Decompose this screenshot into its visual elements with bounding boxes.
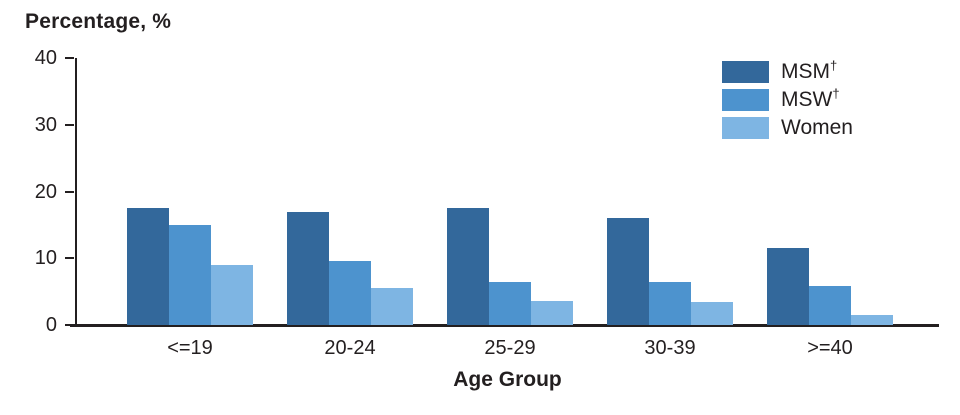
bar-msw-group5 [809,285,851,325]
bar-msw-group3 [489,281,531,325]
x-tick-label: 25-29 [484,337,536,359]
y-tick-label: 0 [45,314,57,336]
bar-msm-group2 [287,211,329,325]
y-tick-label: 10 [34,247,57,270]
y-tick-mark [65,257,74,260]
bar-msm-group5 [767,247,809,325]
y-tick-mark [65,190,74,193]
y-tick-mark [65,324,74,326]
bar-msm-group4 [607,217,649,325]
x-axis-title: Age Group [453,368,562,391]
bar-women-group2 [371,287,413,325]
legend-label-msw: MSW† [781,86,840,111]
chart-title: Percentage, % [25,10,172,33]
bar-msw-group2 [329,260,371,325]
dagger-symbol: † [832,86,840,101]
x-tick-label: >=40 [807,337,853,359]
bar-women-group3 [531,300,573,325]
bar-women-group1 [211,264,253,325]
bar-msw-group4 [649,282,691,325]
dagger-symbol: † [830,58,838,73]
bar-women-group5 [851,315,893,325]
bar-msw-group1 [169,224,211,325]
bar-msm-group1 [127,207,169,325]
bar-msm-group3 [447,207,489,325]
bar-women-group4 [691,302,733,325]
x-tick-label: <=19 [167,337,213,359]
plot-area: 0 10 20 30 40 <=19 20-24 25-29 30-39 >=40 [35,48,940,359]
y-axis-line [75,58,77,325]
legend-swatch-women [722,117,769,139]
legend-label-women: Women [781,116,853,139]
legend-row-msm: MSM† [722,58,853,83]
x-axis-line [70,324,939,327]
legend-row-women: Women [722,117,853,139]
y-tick-label: 20 [34,180,57,203]
x-tick-label: 30-39 [644,337,696,359]
legend-row-msw: MSW† [722,86,853,111]
legend-swatch-msw [722,89,769,111]
y-tick-mark [65,123,74,126]
x-tick-label: 20-24 [324,337,376,359]
y-tick-label: 30 [34,113,57,136]
legend-label-msm: MSM† [781,58,838,83]
y-tick-mark [65,57,74,59]
legend-swatch-msm [722,61,769,83]
legend: MSM† MSW† Women [722,58,853,145]
y-tick-label: 40 [34,47,57,69]
